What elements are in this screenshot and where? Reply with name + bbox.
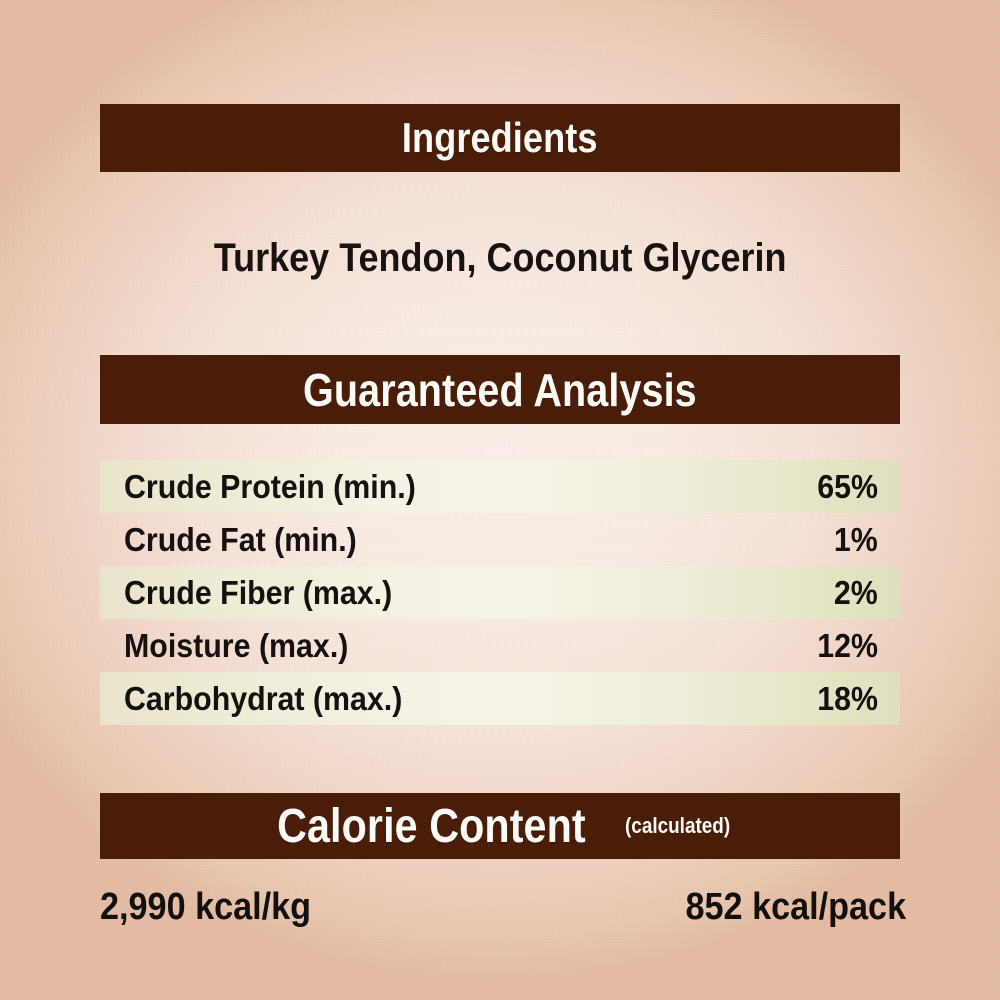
table-row: Crude Protein (min.) 65% [100, 460, 900, 513]
table-row: Crude Fiber (max.) 2% [100, 566, 900, 619]
ingredients-heading-bar: Ingredients [100, 104, 900, 172]
guaranteed-analysis-heading-text: Guaranteed Analysis [303, 363, 697, 416]
guaranteed-analysis-heading-bar: Guaranteed Analysis [100, 355, 900, 424]
table-row: Carbohydrat (max.) 18% [100, 672, 900, 725]
calories-per-kg: 2,990 kcal/kg [100, 886, 312, 928]
guaranteed-analysis-table: Crude Protein (min.) 65% Crude Fat (min.… [100, 460, 900, 725]
nutrient-label: Crude Fat (min.) [124, 521, 357, 558]
calorie-content-heading-note: (calculated) [625, 813, 731, 838]
calorie-values-row: 2,990 kcal/kg 852 kcal/pack [100, 886, 906, 929]
nutrient-label: Moisture (max.) [124, 627, 349, 664]
ingredients-heading-text: Ingredients [402, 114, 598, 161]
calories-per-pack: 852 kcal/pack [685, 886, 906, 928]
calorie-content-heading-bar: Calorie Content (calculated) [100, 793, 900, 859]
table-row: Moisture (max.) 12% [100, 619, 900, 672]
nutrient-value: 18% [817, 680, 878, 717]
nutrient-label: Crude Fiber (max.) [124, 574, 393, 611]
ingredients-list: Turkey Tendon, Coconut Glycerin [60, 236, 940, 281]
nutrient-value: 1% [834, 521, 878, 558]
nutrient-value: 2% [834, 574, 878, 611]
nutrient-label: Carbohydrat (max.) [124, 680, 403, 717]
table-row: Crude Fat (min.) 1% [100, 513, 900, 566]
nutrient-value: 12% [817, 627, 878, 664]
ingredients-list-text: Turkey Tendon, Coconut Glycerin [213, 236, 787, 280]
calorie-content-heading-text: Calorie Content [277, 799, 587, 853]
nutrient-value: 65% [817, 468, 878, 505]
nutrient-label: Crude Protein (min.) [124, 468, 416, 505]
